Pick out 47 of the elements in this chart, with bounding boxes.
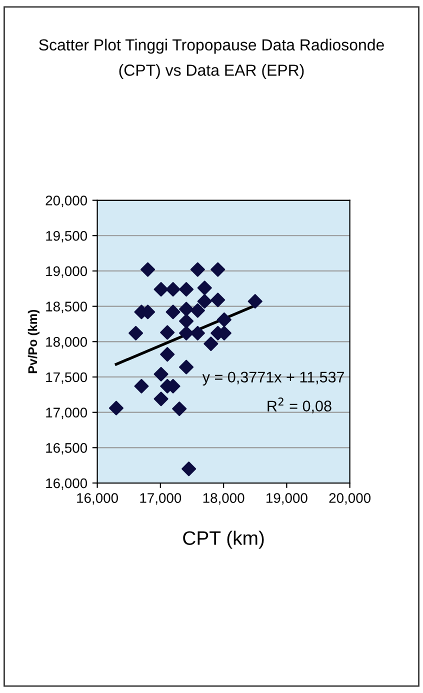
point [160,325,175,340]
point [216,312,232,328]
x-tick-label: 16,000 [77,493,118,505]
y-tick-label: 19,000 [46,266,88,278]
chart-title: Scatter Plot Tinggi Tropopause Data Radiosonde (CPT) vs Data EAR (EPR) [39,38,384,79]
point [210,262,226,277]
point [172,402,187,416]
point [210,292,226,308]
point [154,392,168,406]
point [140,262,156,277]
point [179,314,194,328]
x-tick-label: 17,000 [140,493,182,505]
point [190,303,205,318]
point [179,360,194,374]
annotation: y = 0,3771x + 11,537 [202,372,344,386]
point [154,366,168,382]
x-tick-label: 18,000 [203,493,244,505]
x-tick-label: 20,000 [329,493,371,505]
y-tick-label: 18,000 [46,336,88,348]
x-tick-label: 19,000 [266,493,308,505]
point [166,304,180,320]
point [179,302,194,316]
y-tick-label: 17,500 [46,372,88,384]
point [197,280,212,296]
y-axis-title: Pv/Po (km) [28,310,40,374]
y-tick-label: 20,000 [46,196,88,208]
point [179,282,194,297]
point [108,400,124,416]
point [204,336,218,352]
y-tick-label: 17,000 [46,408,88,420]
point [197,294,212,309]
point [190,326,205,340]
y-tick-label: 16,000 [46,478,88,490]
point [166,282,180,297]
y-tick-label: 19,500 [46,230,88,242]
y-tick-label: 18,500 [46,302,88,314]
point [134,378,149,394]
x-axis-title: CPT (km) [183,530,264,549]
y-tick-label: 16,500 [46,443,88,454]
point [190,262,205,277]
point [160,347,175,362]
point [182,462,196,476]
point [154,282,168,297]
annotation: R$^{2}$ = 0,08 [268,398,332,414]
point [248,294,262,309]
point [128,326,144,340]
point [179,326,194,340]
